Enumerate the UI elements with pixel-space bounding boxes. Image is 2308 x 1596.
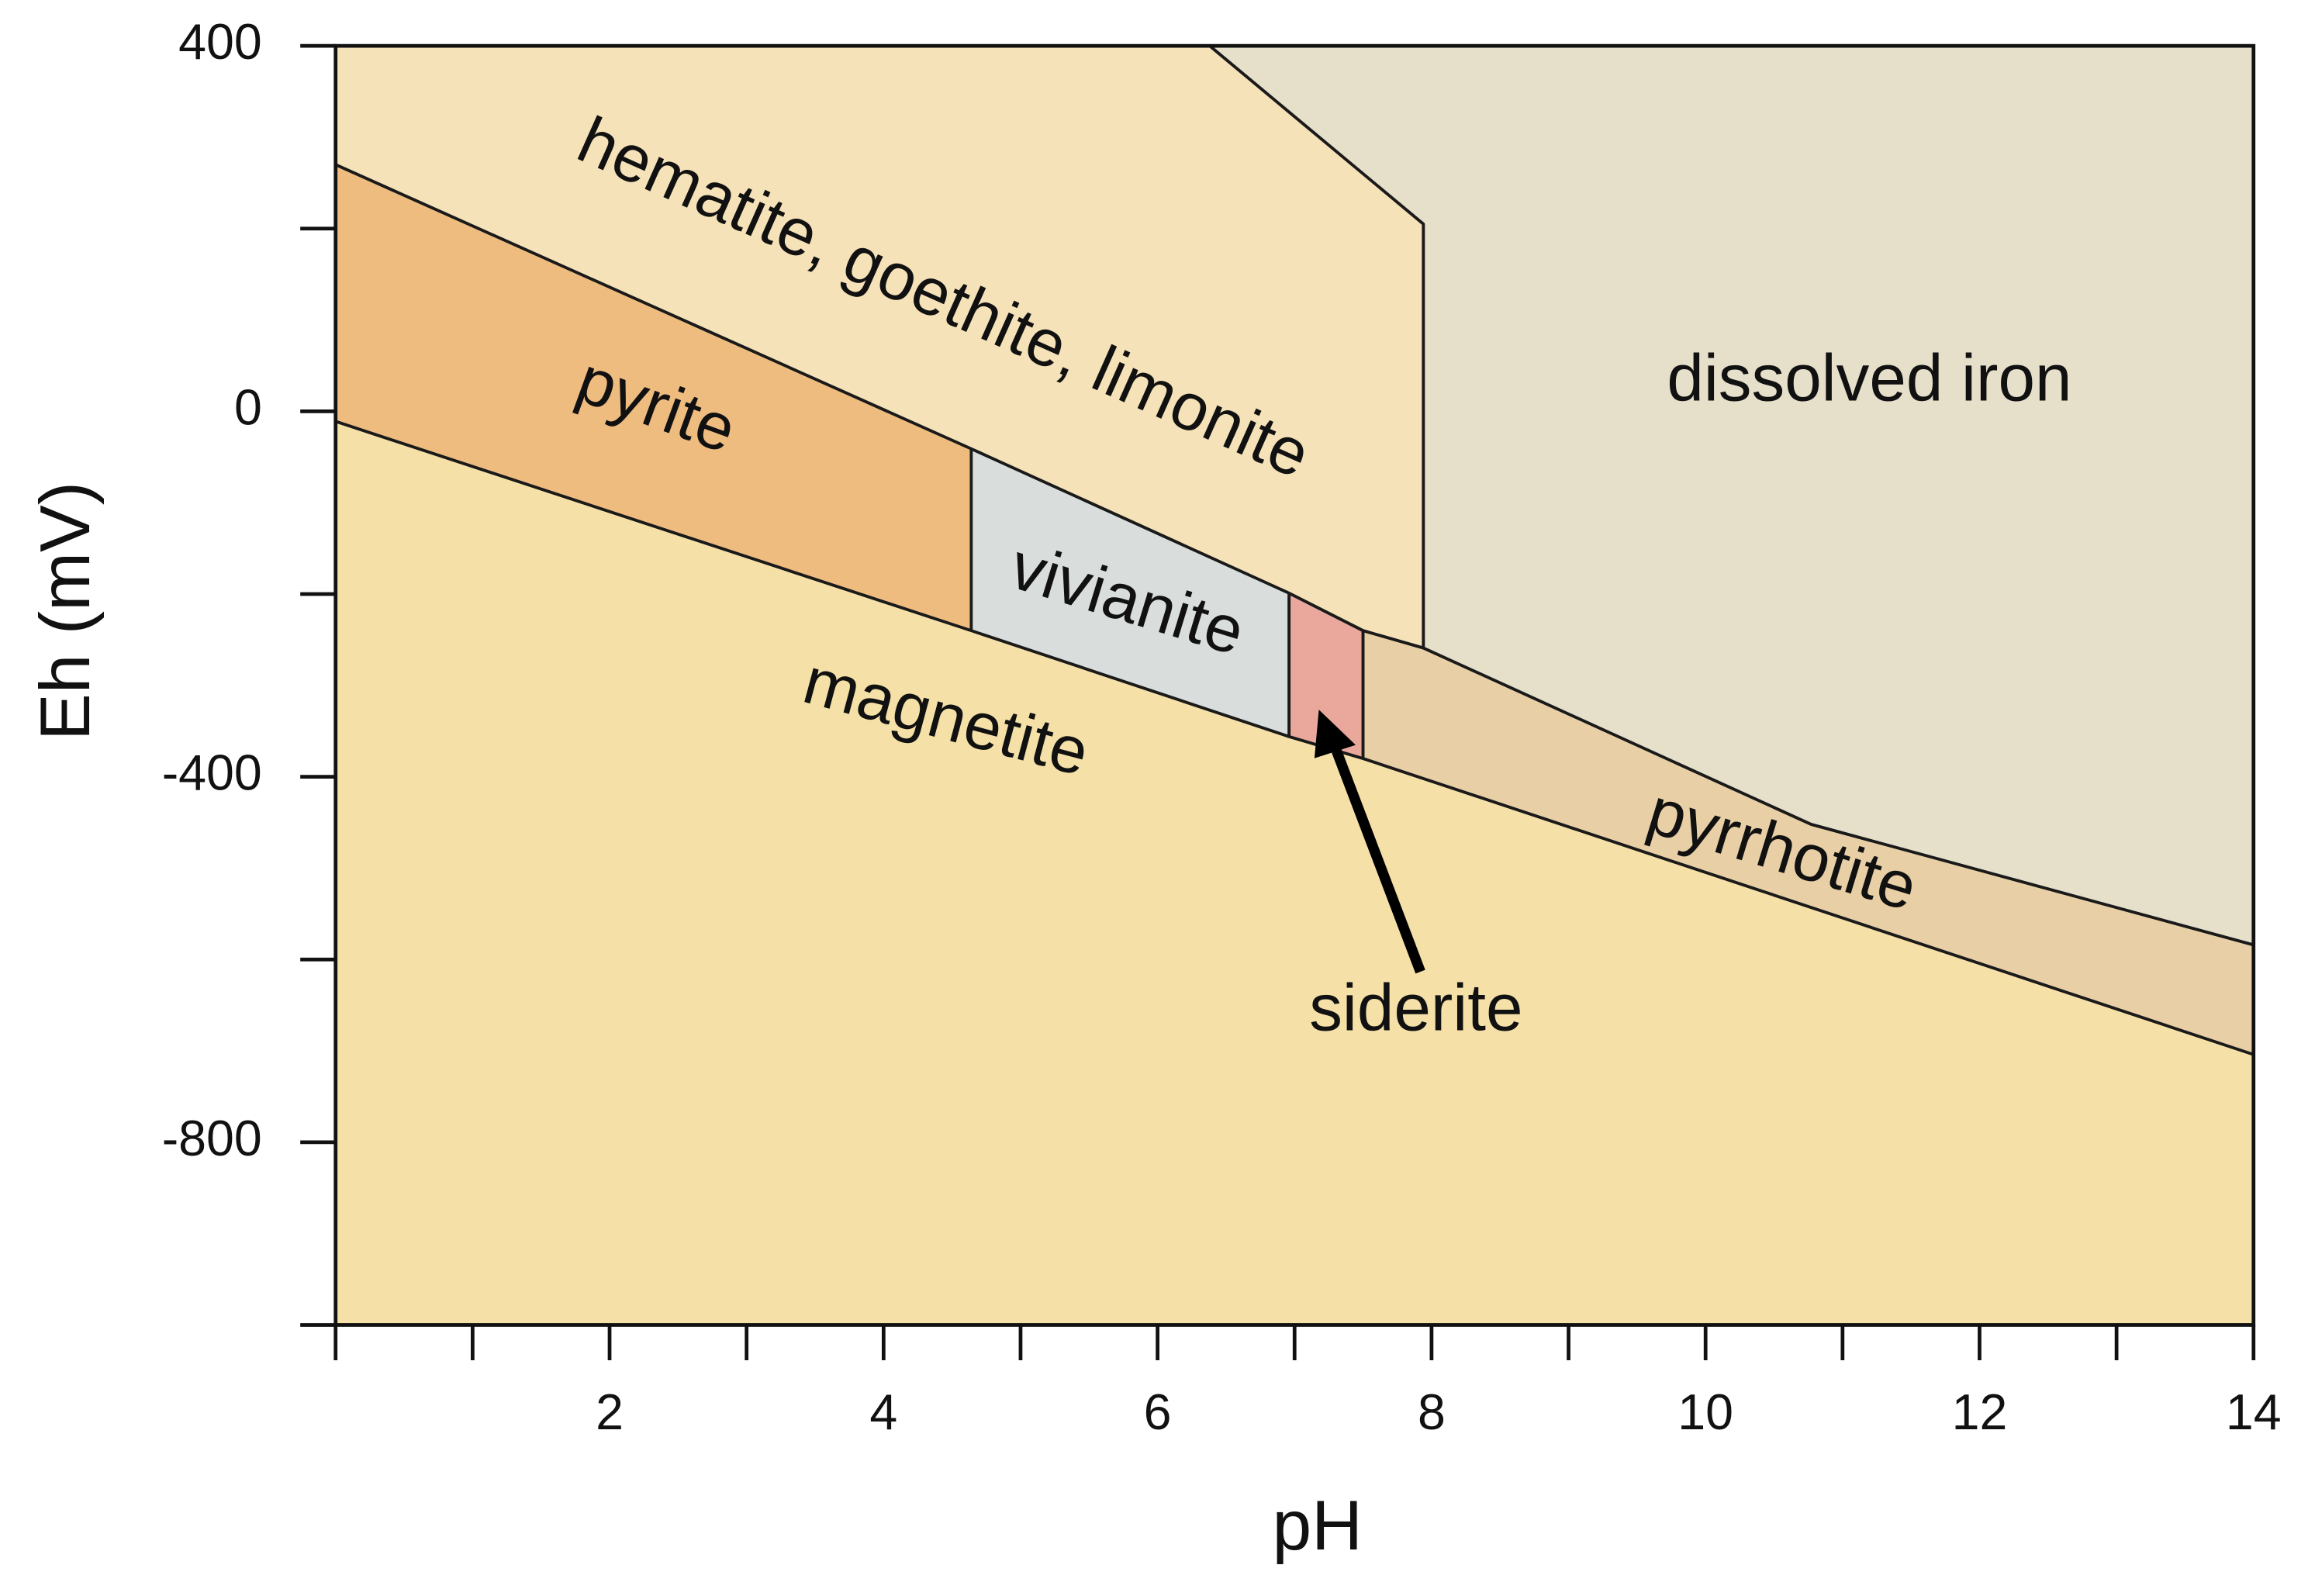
y-axis-title: Eh (mV) (26, 482, 105, 741)
x-tick-label: 2 (596, 1384, 624, 1440)
region (333, 44, 1425, 650)
x-tick-label: 6 (1144, 1384, 1172, 1440)
siderite-arrow (1332, 748, 1425, 974)
region-label: siderite (1309, 972, 1522, 1045)
regions (333, 44, 2255, 1327)
x-tick-label: 4 (869, 1384, 897, 1440)
y-tick-label: -400 (162, 745, 262, 801)
x-tick-label: 8 (1418, 1384, 1446, 1440)
x-tick-label: 12 (1952, 1384, 2008, 1440)
y-tick-label: 400 (178, 14, 262, 70)
region-label: dissolved iron (1667, 341, 2071, 415)
x-axis-title: pH (1272, 1487, 1362, 1565)
siderite-arrow-head (1314, 710, 1356, 758)
y-tick-label: 0 (234, 379, 262, 435)
x-tick-label: 10 (1677, 1384, 1733, 1440)
ticks: 2 4 6 8 10 12 14 -800 -400 0 400 (162, 14, 2282, 1440)
y-tick-label: -800 (162, 1111, 262, 1166)
x-tick-label: 14 (2226, 1384, 2282, 1440)
